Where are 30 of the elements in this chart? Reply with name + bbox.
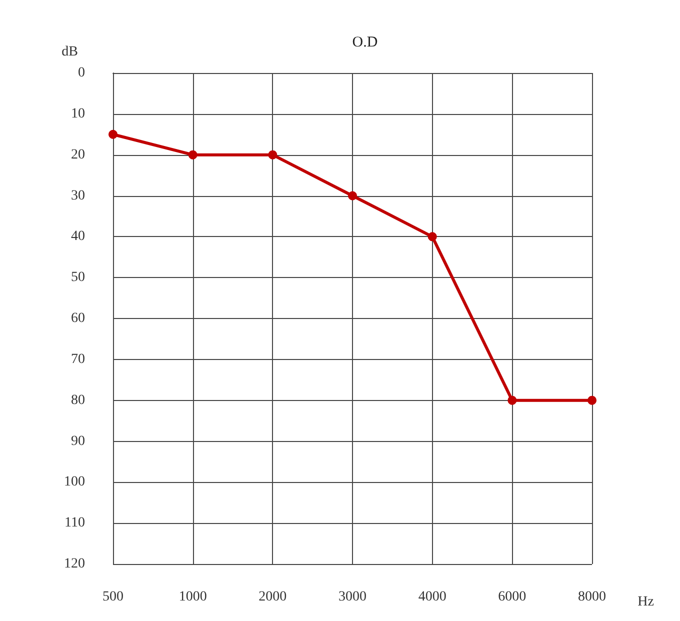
- y-tick-label: 10: [71, 106, 85, 122]
- x-tick-label: 500: [102, 590, 124, 604]
- x-tick-label: 3000: [338, 590, 366, 604]
- point: [508, 396, 517, 405]
- point: [348, 191, 357, 200]
- y-tick-label: 110: [64, 516, 85, 531]
- point: [188, 150, 198, 160]
- x-tick-label: 4000: [418, 590, 446, 604]
- y-tick-label: 100: [64, 474, 85, 490]
- x-tick-label: 1000: [178, 590, 207, 604]
- y-tick-label: 20: [71, 147, 85, 162]
- y-tick-label: 120: [64, 556, 85, 572]
- x-axis-title: Hz: [638, 594, 654, 610]
- y-tick-label: 50: [71, 270, 85, 286]
- y-tick-label: 0: [78, 66, 85, 80]
- y-tick-label: 70: [71, 352, 85, 367]
- chart-title: O.D: [352, 34, 378, 50]
- x-tick-label: 8000: [578, 590, 606, 604]
- point: [588, 396, 596, 405]
- x-tick-label: 6000: [498, 590, 526, 604]
- point: [108, 130, 118, 139]
- y-tick-label: 90: [71, 434, 85, 449]
- y-tick-label: 60: [71, 311, 85, 326]
- point: [268, 150, 278, 160]
- y-tick-label: 40: [71, 229, 85, 244]
- x-tick-label: 2000: [258, 590, 287, 604]
- y-tick-label: 30: [71, 188, 85, 204]
- point: [428, 232, 437, 242]
- y-tick-label: 80: [71, 392, 85, 408]
- y-axis-title: dB: [62, 44, 78, 60]
